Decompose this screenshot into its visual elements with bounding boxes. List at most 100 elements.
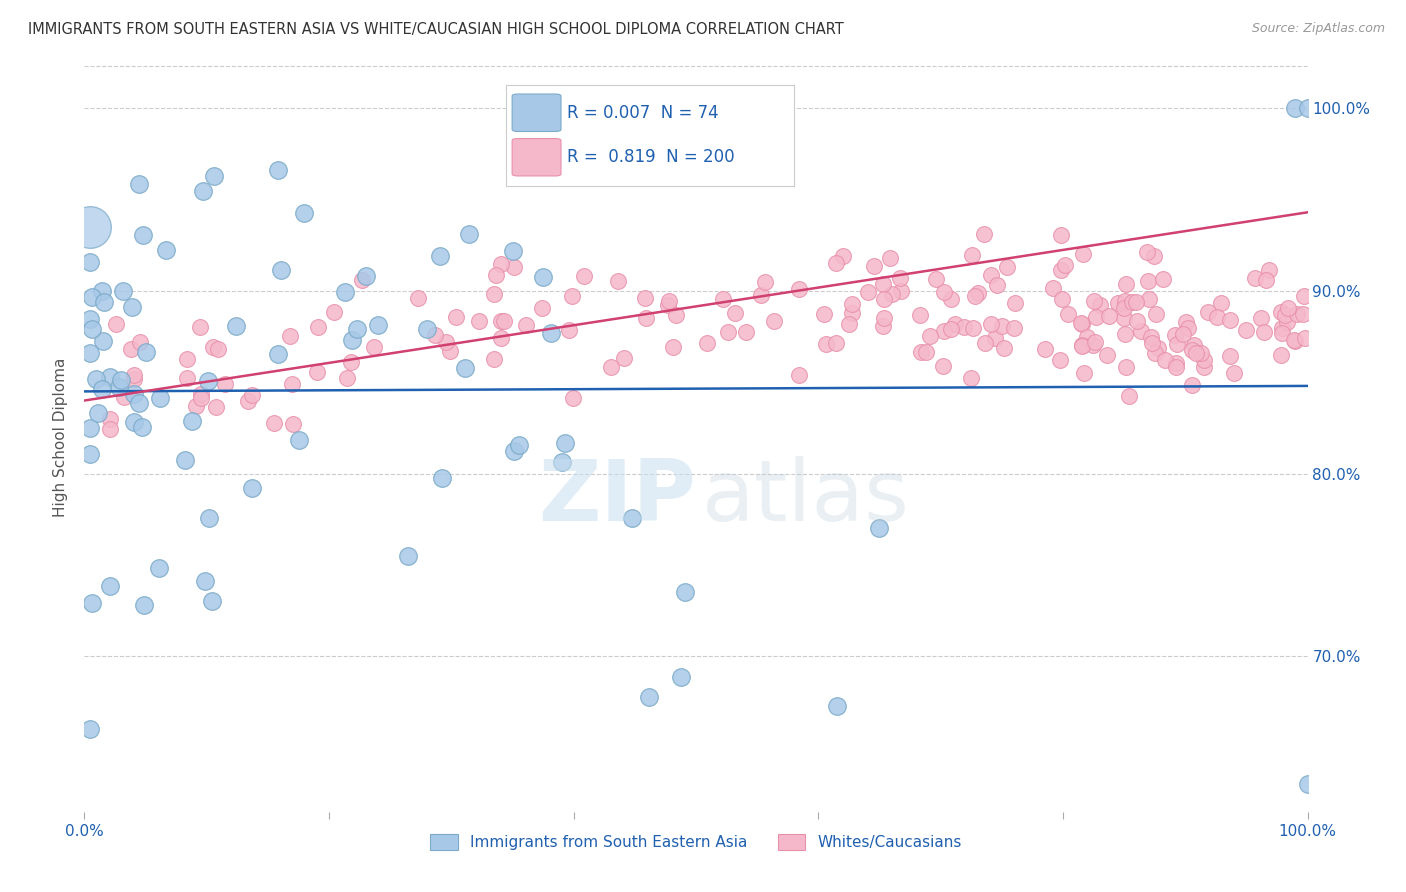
Point (482, 287, 505, 301)
Point (1184, 346, 1206, 360)
Point (1166, 356, 1188, 370)
Point (128, 177, 150, 191)
Point (1088, 298, 1111, 312)
Point (90, 382, 112, 396)
Point (129, 335, 152, 350)
Point (263, 416, 285, 430)
Point (1284, 334, 1306, 348)
Point (98, 412, 121, 426)
Point (502, 260, 524, 274)
Point (174, 452, 197, 467)
Text: atlas: atlas (702, 456, 910, 539)
Point (665, 308, 688, 322)
Point (943, 318, 966, 332)
Point (236, 394, 259, 409)
Point (194, 574, 217, 588)
Point (79, 346, 101, 360)
Point (80, 596, 103, 610)
Point (468, 314, 491, 328)
Point (1071, 339, 1094, 353)
Point (530, 301, 553, 315)
Point (429, 249, 451, 263)
Point (965, 288, 987, 302)
Point (991, 318, 1014, 333)
Point (607, 274, 630, 288)
Point (1125, 295, 1147, 310)
Point (1143, 345, 1166, 359)
Point (1139, 329, 1161, 343)
Point (551, 455, 574, 469)
Point (1083, 334, 1105, 349)
Point (599, 359, 621, 374)
Point (787, 282, 810, 296)
Point (1121, 295, 1143, 310)
Point (984, 331, 1007, 345)
Point (554, 436, 576, 450)
Point (1095, 348, 1118, 362)
Point (995, 260, 1018, 275)
Point (986, 277, 1008, 292)
Point (281, 377, 304, 392)
Point (363, 340, 385, 354)
Point (197, 374, 219, 388)
Point (425, 327, 447, 342)
Point (280, 328, 302, 343)
Point (1152, 272, 1174, 286)
Point (1271, 321, 1294, 335)
Point (841, 306, 863, 320)
Point (993, 341, 1015, 355)
Point (1292, 307, 1315, 321)
Point (1098, 309, 1121, 323)
Point (1270, 348, 1292, 362)
Point (1107, 295, 1129, 310)
Point (489, 331, 512, 345)
Point (148, 561, 170, 575)
Point (872, 319, 894, 334)
Point (910, 345, 932, 359)
Point (962, 321, 984, 335)
Point (91, 334, 114, 349)
Point (735, 325, 758, 339)
Point (841, 296, 863, 310)
Point (980, 317, 1002, 331)
Point (406, 291, 429, 305)
Legend: Immigrants from South Eastern Asia, Whites/Caucasians: Immigrants from South Eastern Asia, Whit… (425, 829, 967, 856)
Point (346, 322, 368, 336)
Point (307, 365, 329, 379)
Point (79, 723, 101, 737)
Point (934, 285, 956, 300)
Point (941, 322, 963, 336)
Point (562, 392, 585, 406)
Point (724, 306, 747, 320)
Point (489, 257, 512, 271)
Point (108, 380, 131, 394)
Point (367, 318, 389, 332)
Point (98, 370, 121, 384)
Point (1137, 292, 1160, 306)
Point (825, 336, 848, 351)
Point (240, 388, 263, 402)
Point (925, 271, 948, 285)
Point (889, 270, 911, 285)
Point (838, 317, 860, 331)
Point (396, 549, 419, 563)
Point (340, 355, 363, 369)
Point (1219, 349, 1241, 363)
Point (1274, 308, 1296, 322)
Point (1206, 310, 1229, 324)
Point (754, 275, 776, 289)
Point (1071, 317, 1094, 331)
Point (1114, 301, 1136, 315)
Point (1042, 281, 1064, 295)
Point (201, 594, 224, 608)
Point (1136, 274, 1159, 288)
Point (918, 328, 941, 343)
Point (205, 401, 228, 415)
Point (966, 285, 988, 300)
Point (503, 443, 526, 458)
Point (669, 670, 692, 684)
Point (1270, 304, 1292, 318)
Point (863, 259, 886, 273)
Point (270, 263, 292, 277)
Point (825, 256, 848, 270)
